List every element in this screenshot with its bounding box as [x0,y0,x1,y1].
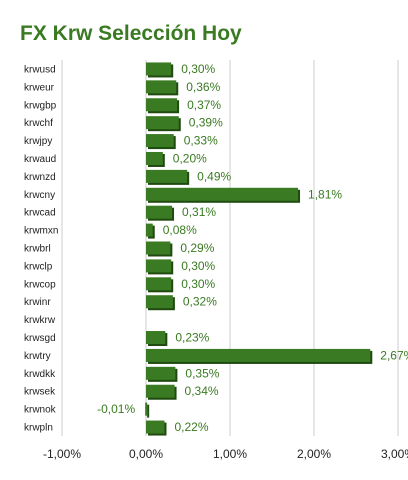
value-label: 2,67% [380,348,408,362]
x-axis-ticks: -1,00% 0,00% 1,00% 2,00% 3,00% [43,447,408,461]
x-tick-label: -1,00% [43,447,81,461]
bar [146,295,173,309]
bars [145,62,373,436]
bar [146,151,163,165]
bar [145,402,148,416]
bar [146,205,173,219]
grid-lines [61,60,399,436]
category-label: krweur [24,82,55,93]
category-labels: krwusd krweur krwgbp krwchf krwjpy krwaud krwn… [24,64,58,433]
bar [146,277,172,291]
value-labels: 0,30% 0,36% 0,37% 0,39% 0,33% 0,20% 0,49% 1,81%… [97,62,408,434]
value-label: 0,49% [197,169,231,183]
value-label: 0,33% [184,134,218,148]
value-label: 0,30% [181,277,215,291]
value-label: -0,01% [97,402,135,416]
value-label: 0,36% [186,80,220,94]
value-label: 0,22% [174,420,208,434]
bar-shadow [147,404,150,418]
category-label: krwmxn [24,226,58,237]
category-label: krwsek [24,387,56,398]
category-label: krwcad [24,208,56,219]
category-label: krwusd [24,64,56,75]
chart-title: FX Krw Selección Hoy [20,22,242,45]
category-label: krwcop [24,279,56,290]
bar [146,384,175,398]
bar [146,241,171,255]
category-label: krwgbp [24,100,57,111]
x-tick-label: 2,00% [297,447,331,461]
category-label: krwkrw [24,315,56,326]
value-label: 0,35% [185,366,219,380]
value-label: 0,23% [175,331,209,345]
category-label: krwbrl [24,244,51,255]
category-label: krwaud [24,154,56,165]
value-label: 0,37% [187,98,221,112]
x-tick-label: 1,00% [213,447,247,461]
value-label: 0,20% [173,151,207,165]
value-label: 0,08% [163,223,197,237]
value-label: 0,30% [181,62,215,76]
bar [146,80,177,94]
category-label: krwnzd [24,172,56,183]
value-label: 0,32% [183,295,217,309]
bar [146,169,188,183]
bar [146,366,176,380]
category-label: krwtry [24,351,51,362]
bar [146,98,178,112]
category-label: krwpln [24,423,53,434]
bar [146,259,172,273]
category-label: krwdkk [24,369,56,380]
bar [146,420,165,434]
value-label: 0,39% [189,116,223,130]
value-label: 0,34% [185,384,219,398]
category-label: krwjpy [24,136,52,147]
value-label: 1,81% [308,187,342,201]
value-label: 0,29% [180,241,214,255]
category-label: krwclp [24,261,53,272]
bar [146,116,179,130]
bar [146,331,166,345]
category-label: krwcny [24,190,55,201]
bar [146,187,299,201]
bar [146,223,153,237]
category-label: krwnok [24,405,57,416]
value-label: 0,30% [181,259,215,273]
category-label: krwsgd [24,333,56,344]
category-label: krwinr [24,297,51,308]
bar [146,62,172,76]
x-tick-label: 0,00% [129,447,163,461]
bar [146,348,371,362]
value-label: 0,31% [182,205,216,219]
category-label: krwchf [24,118,53,129]
bar [146,134,174,148]
x-tick-label: 3,00% [381,447,408,461]
